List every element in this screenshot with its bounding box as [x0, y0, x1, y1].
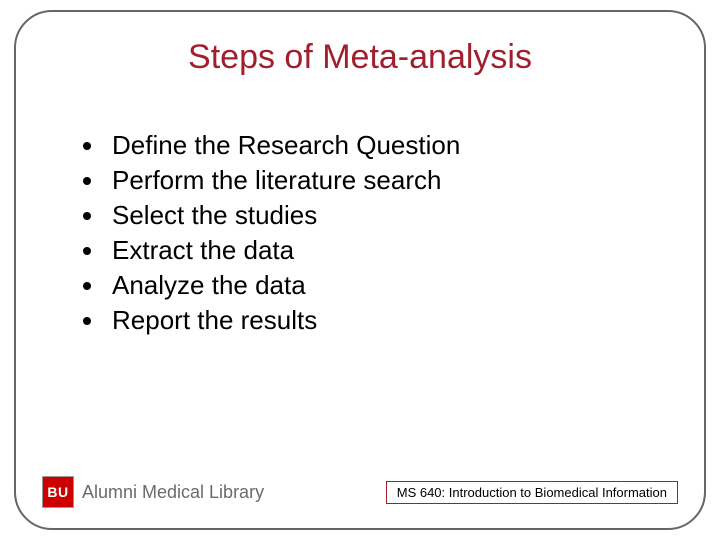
bu-badge-icon: BU [42, 476, 74, 508]
slide: Steps of Meta-analysis Define the Resear… [0, 0, 720, 540]
list-item: Define the Research Question [106, 128, 660, 163]
bullet-list: Define the Research Question Perform the… [78, 128, 660, 339]
slide-title: Steps of Meta-analysis [0, 38, 720, 77]
list-item: Analyze the data [106, 268, 660, 303]
logo: BU Alumni Medical Library [42, 476, 264, 508]
footer-label: MS 640: Introduction to Biomedical Infor… [386, 481, 678, 504]
list-item: Extract the data [106, 233, 660, 268]
list-item: Select the studies [106, 198, 660, 233]
logo-text: Alumni Medical Library [82, 482, 264, 503]
list-item: Report the results [106, 303, 660, 338]
list-item: Perform the literature search [106, 163, 660, 198]
